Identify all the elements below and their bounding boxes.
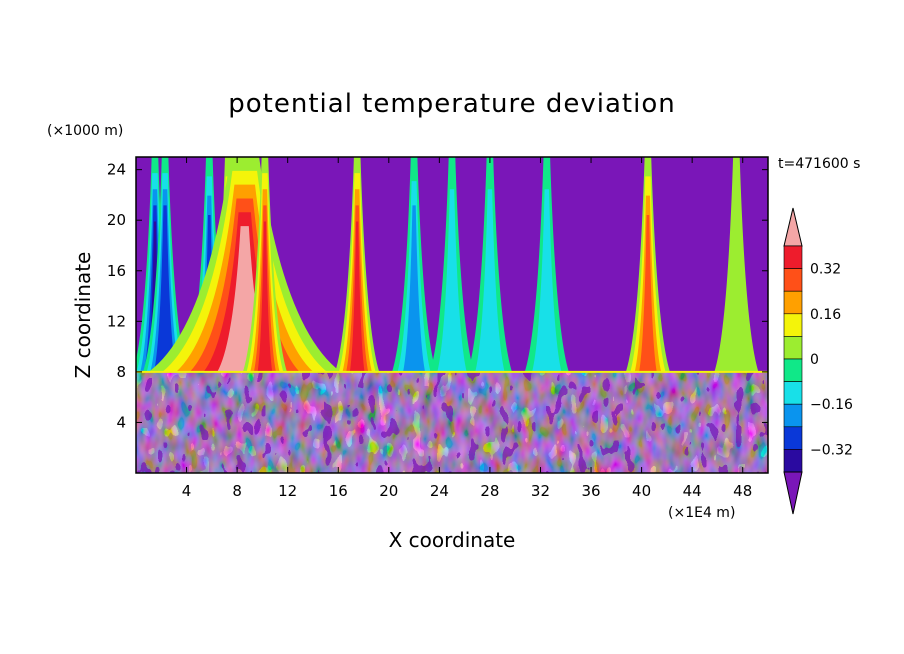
colorbar-tick-label: 0.16 [810, 307, 841, 323]
y-tick-label: 8 [116, 363, 126, 381]
colorbar-tick-label: 0 [810, 352, 819, 368]
plot-area [136, 157, 768, 473]
chart-title: potential temperature deviation [228, 89, 675, 119]
colorbar-top-arrow [783, 207, 803, 247]
y-axis-label: Z coordinate [71, 252, 95, 379]
x-tick-label: 44 [683, 482, 702, 500]
y-tick-label: 24 [107, 161, 126, 179]
y-tick-label: 16 [107, 262, 126, 280]
contour-band [261, 237, 269, 372]
x-axis-label: X coordinate [389, 528, 516, 552]
time-label: t=471600 s [778, 156, 860, 172]
colorbar-tick-label: 0.32 [810, 262, 841, 278]
colorbar-segment [783, 290, 803, 315]
colorbar-segment [783, 449, 803, 473]
colorbar-segment [783, 268, 803, 292]
colorbar-tick-label: −0.32 [810, 442, 853, 458]
x-tick-label: 8 [232, 482, 242, 500]
colorbar-segment [783, 381, 803, 405]
colorbar-tick-label: −0.16 [810, 397, 853, 413]
colorbar: 0.32 0.16 0 −0.16 −0.32 [783, 207, 853, 515]
x-tick-label: 20 [379, 482, 398, 500]
contour-band [161, 237, 169, 372]
x-tick-label: 36 [581, 482, 600, 500]
y-tick-label: 12 [107, 312, 126, 330]
colorbar-segment [783, 358, 803, 382]
colorbar-segment [783, 313, 803, 337]
contour-band [353, 237, 361, 372]
x-tick-label: 40 [632, 482, 651, 500]
lower-turbulent-layer [136, 370, 768, 473]
x-tick-label: 32 [531, 482, 550, 500]
contour-band [725, 205, 748, 372]
contour-band [539, 221, 555, 372]
colorbar-bottom-arrow [783, 471, 803, 515]
x-tick-label: 24 [430, 482, 449, 500]
lower-layer-noise [136, 371, 768, 473]
contour-band [643, 234, 653, 372]
x-tick-label: 12 [278, 482, 297, 500]
x-tick-label: 16 [329, 482, 348, 500]
contour-band [444, 221, 460, 372]
contour-band [408, 229, 420, 372]
x-axis-ticks: 4 8 12 16 20 24 28 32 36 40 44 48 [182, 157, 752, 500]
contour-band [482, 221, 498, 372]
x-tick-label: 48 [733, 482, 752, 500]
y-axis-ticks: 4 8 12 16 20 24 [107, 161, 768, 431]
upper-layer-columns [136, 157, 759, 372]
y-tick-label: 20 [107, 211, 126, 229]
y-tick-label: 4 [116, 413, 126, 431]
colorbar-segment [783, 336, 803, 360]
x-tick-label: 4 [182, 482, 192, 500]
colorbar-segment [783, 426, 803, 450]
colorbar-segment [783, 403, 803, 428]
x-units-label: (×1E4 m) [668, 505, 735, 521]
colorbar-segment [783, 245, 803, 269]
y-units-label: (×1000 m) [47, 123, 123, 139]
x-tick-label: 28 [480, 482, 499, 500]
plot-frame [135, 156, 769, 474]
